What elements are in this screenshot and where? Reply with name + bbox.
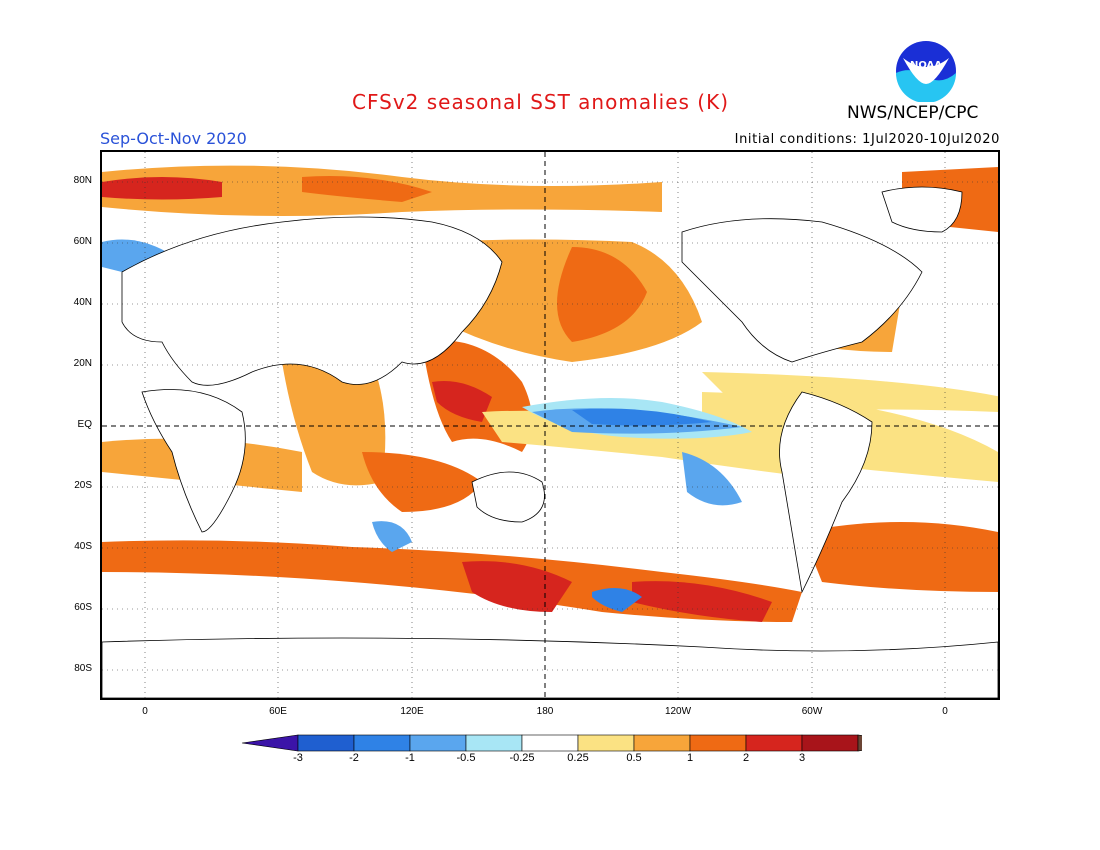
season-label: Sep-Oct-Nov 2020 [100,129,247,148]
reference-lines [102,152,998,698]
initial-conditions-label: Initial conditions: 1Jul2020-10Jul2020 [734,132,1000,147]
lon-label-0-east: 0 [942,706,948,717]
colorbar-label: 0.5 [626,752,642,764]
colorbar-label: -1 [405,752,415,764]
lat-label-20n: 20N [73,358,92,369]
colorbar-label: -0.5 [456,752,476,764]
agency-label: NWS/NCEP/CPC [847,103,979,123]
lon-label-0: 0 [142,706,148,717]
lat-label-60n: 60N [73,236,92,247]
colorbar-swatch [689,734,747,752]
lat-label-80n: 80N [73,175,92,186]
grid-lines [102,152,998,698]
lon-label-120w: 120W [664,706,692,717]
colorbar-label: -3 [293,752,303,764]
colorbar-swatch [409,734,467,752]
colorbar-swatch [633,734,691,752]
colorbar-arrow-low [241,734,299,752]
continent-outlines [102,186,998,698]
colorbar-label: 2 [742,752,750,764]
colorbar-swatch [297,734,355,752]
colorbar-swatch [353,734,411,752]
lat-label-60s: 60S [74,602,92,613]
colorbar-swatch [465,734,523,752]
lon-label-120e: 120E [400,706,424,717]
lat-label-20s: 20S [74,480,92,491]
colorbar-label: 0.25 [567,752,589,764]
lat-label-eq: EQ [77,419,92,430]
noaa-logo: NOAA [896,41,956,102]
lon-label-180: 180 [536,706,554,717]
noaa-logo-text: NOAA [910,60,942,71]
colorbar-arrow-high [857,734,862,752]
colorbar-swatch [801,734,859,752]
lon-label-60e: 60E [269,706,287,717]
colorbar-label: -2 [349,752,359,764]
lat-label-80s: 80S [74,663,92,674]
colorbar-label: 1 [686,752,694,764]
lat-label-40n: 40N [73,297,92,308]
colorbar-swatch [577,734,635,752]
colorbar-swatch [521,734,579,752]
colorbar-label: 3 [798,752,806,764]
sst-anomaly-map [100,150,1000,700]
lat-label-40s: 40S [74,541,92,552]
colorbar [241,734,862,752]
colorbar-swatch [745,734,803,752]
map-title: CFSv2 seasonal SST anomalies (K) [352,90,729,114]
lon-label-60w: 60W [801,706,823,717]
colorbar-label: -0.25 [509,752,535,764]
